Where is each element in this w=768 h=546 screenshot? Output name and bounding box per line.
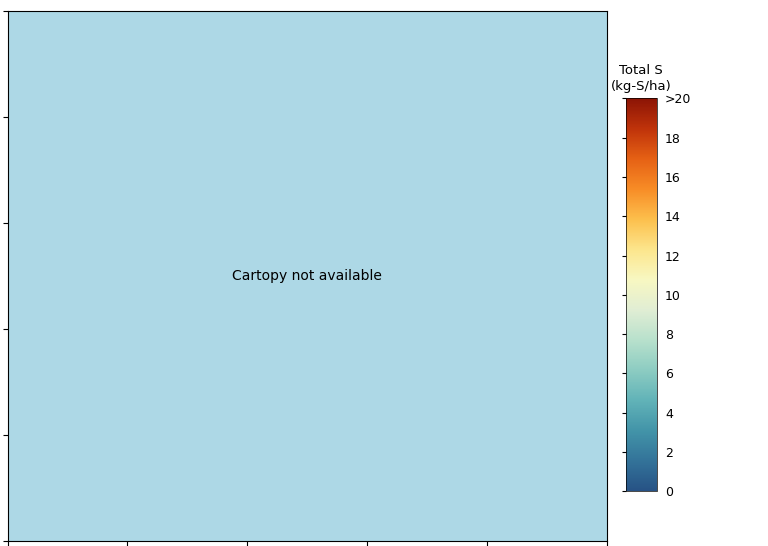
Title: Total S
(kg-S/ha): Total S (kg-S/ha) xyxy=(611,64,672,93)
Text: Cartopy not available: Cartopy not available xyxy=(232,269,382,283)
